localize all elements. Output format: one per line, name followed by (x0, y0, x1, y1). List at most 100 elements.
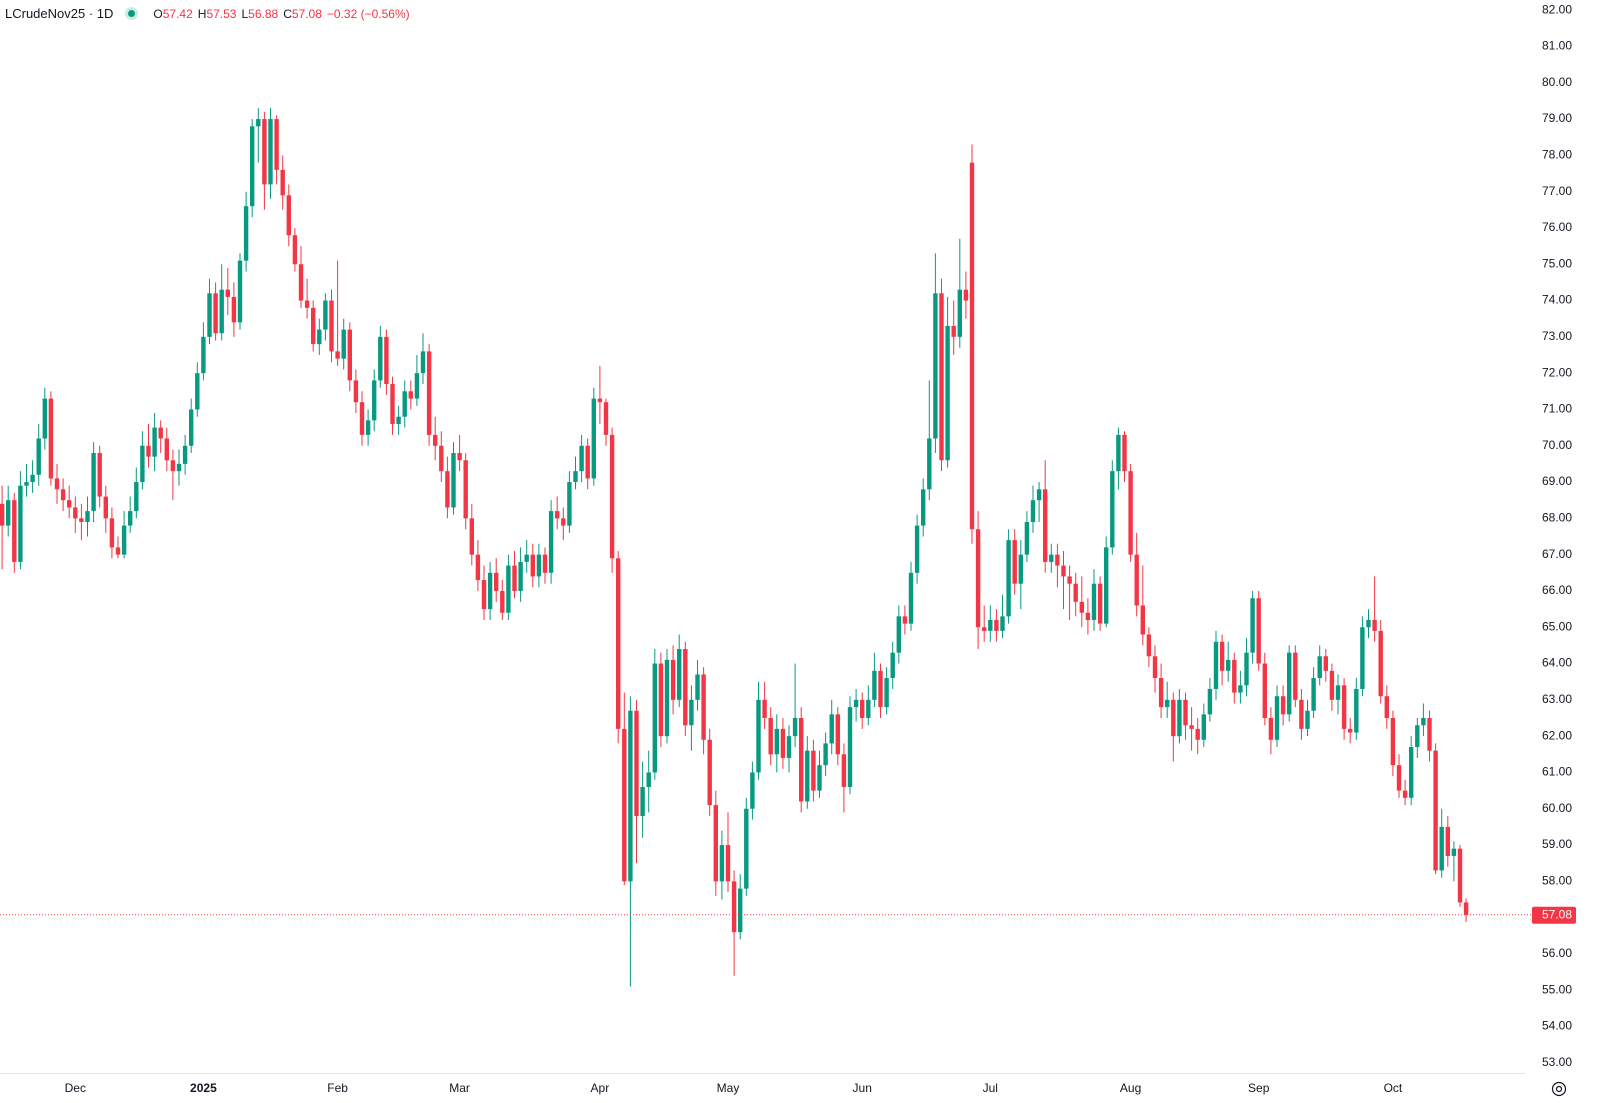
candle-body (945, 325, 950, 461)
x-tick-label: Apr (591, 1081, 610, 1095)
candle-body (152, 427, 157, 457)
y-tick-label: 54.00 (1542, 1019, 1572, 1033)
candle-body (1043, 489, 1048, 562)
candle-body (1226, 659, 1231, 671)
candle-body (1372, 619, 1377, 631)
candle-body (1219, 641, 1225, 671)
candle-body (664, 659, 670, 737)
candle-body (353, 380, 359, 403)
candle-body (213, 293, 218, 334)
close-label: C (283, 6, 292, 21)
candle-body (384, 336, 389, 385)
candle-body (79, 518, 84, 522)
candle-body (396, 416, 401, 424)
y-tick-label: 63.00 (1542, 692, 1572, 706)
candle-body (591, 398, 596, 479)
y-tick-label: 55.00 (1542, 982, 1572, 996)
candle-body (823, 743, 828, 766)
y-tick-label: 58.00 (1542, 874, 1572, 888)
candle-body (670, 659, 676, 700)
candle-body (189, 409, 194, 446)
candle-body (1006, 540, 1011, 617)
candle-body (1341, 685, 1347, 729)
candle-body (1018, 554, 1023, 584)
candle-body (884, 678, 889, 708)
candle-body (713, 805, 718, 882)
candle-body (67, 500, 72, 508)
candle-body (30, 474, 35, 483)
candle-body (1299, 699, 1304, 729)
candle-body (1378, 630, 1383, 697)
x-tick-label: Feb (327, 1081, 348, 1095)
y-tick-label: 81.00 (1542, 39, 1572, 53)
candle-body (134, 482, 139, 512)
candle-body (1421, 717, 1426, 726)
y-tick-label: 73.00 (1542, 329, 1572, 343)
candle-body (744, 808, 749, 889)
candle-body (646, 772, 651, 787)
candle-body (365, 420, 371, 435)
candle-body (1213, 641, 1219, 689)
candle-body (1067, 576, 1072, 584)
settings-icon[interactable] (1551, 1081, 1567, 1097)
candle-body (1134, 554, 1139, 606)
candle-body (1305, 710, 1310, 729)
candle-body (372, 380, 377, 421)
candle-body (719, 845, 725, 882)
candle-body (1024, 521, 1030, 555)
candle-body (725, 845, 731, 882)
low-value: 56.88 (248, 6, 279, 21)
candle-body (1232, 659, 1237, 693)
candle-body (1384, 696, 1389, 718)
candle-body (280, 169, 285, 196)
y-tick-label: 56.00 (1542, 946, 1572, 960)
candle-body (738, 888, 743, 933)
change-value: −0.32 (−0.56%) (326, 6, 410, 21)
candle-body (250, 126, 255, 207)
candle-body (170, 460, 176, 472)
candle-body (1457, 848, 1463, 903)
candle-body (1097, 583, 1103, 624)
candle-body (786, 736, 792, 758)
candle-body (616, 558, 621, 729)
candle-body (341, 329, 346, 359)
candle-body (1122, 434, 1127, 472)
open-value: 57.42 (162, 6, 193, 21)
candle-body (487, 572, 493, 610)
candle-body (201, 336, 206, 374)
candle-body (445, 471, 450, 508)
candle-body (548, 511, 554, 573)
candle-body (274, 119, 279, 170)
last-price-box (1532, 906, 1576, 924)
candle-body (1293, 652, 1298, 700)
candle-body (262, 119, 267, 185)
candle-body (158, 427, 163, 439)
candle-body (457, 453, 462, 461)
candle-body (750, 772, 755, 809)
candle-body (762, 699, 767, 718)
candle-body (536, 554, 542, 577)
candle-body (829, 714, 834, 744)
candle-body (1402, 790, 1408, 798)
candle-body (1439, 826, 1444, 871)
candle-body (1152, 656, 1158, 679)
candle-body (146, 445, 151, 457)
symbol[interactable]: LCrudeNov25 · 1D (5, 6, 114, 21)
y-tick-label: 79.00 (1542, 111, 1572, 125)
candle-body (1451, 848, 1457, 856)
candle-body (512, 565, 517, 591)
candle-body (237, 260, 243, 323)
candle-body (677, 649, 682, 700)
candle-body (433, 434, 438, 446)
candle-body (579, 445, 584, 472)
candle-body (622, 728, 627, 882)
candle-body (939, 293, 944, 461)
candle-body (323, 300, 328, 330)
candle-body (60, 489, 66, 501)
candle-body (860, 699, 865, 718)
candle-body (1036, 489, 1042, 501)
candle-body (1177, 699, 1182, 737)
high-label: H (197, 6, 207, 21)
last-price-label: 57.08 (1542, 907, 1572, 921)
